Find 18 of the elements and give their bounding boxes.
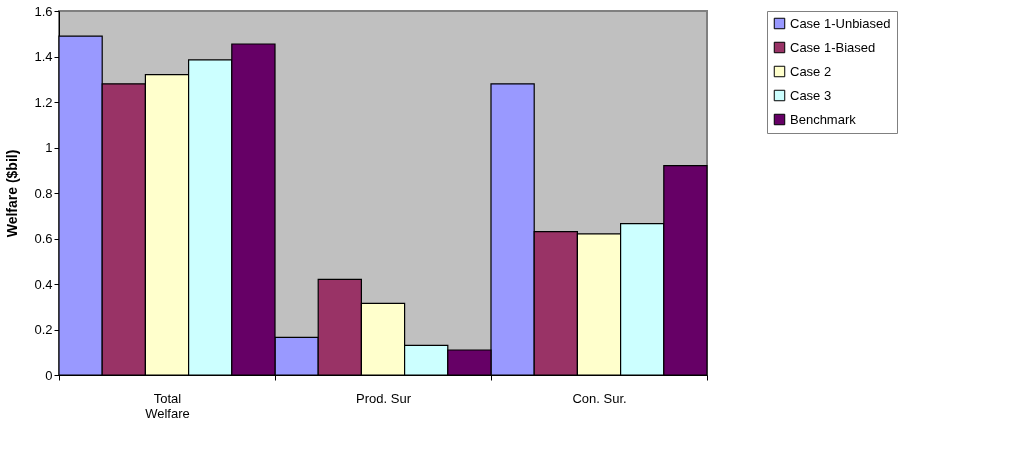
legend-label: Case 3 bbox=[790, 87, 832, 103]
x-tick-label: Con. Sur. bbox=[572, 390, 627, 406]
y-tick-label: 0.2 bbox=[34, 322, 53, 337]
y-tick-label: 0 bbox=[45, 367, 53, 383]
y-tick-label: 0.4 bbox=[34, 276, 53, 292]
y-tick-label: 1.6 bbox=[34, 3, 53, 19]
y-tick-label: 0.8 bbox=[34, 185, 53, 201]
legend-label: Benchmark bbox=[790, 111, 857, 127]
y-tick-label: 1 bbox=[45, 140, 53, 155]
y-tick-label: 1.4 bbox=[34, 49, 53, 64]
y-tick-label: 1.2 bbox=[34, 94, 53, 110]
legend-label: Case 1-Biased bbox=[790, 39, 876, 55]
x-tick-label: Total Welfare bbox=[145, 390, 190, 421]
y-axis-title: Welfare ($bil) bbox=[4, 149, 21, 238]
y-tick-label: 0.6 bbox=[34, 231, 53, 246]
legend-label: Case 2 bbox=[790, 63, 832, 79]
legend-label: Case 1-Unbiased bbox=[790, 15, 891, 31]
x-tick-label: Prod. Sur bbox=[356, 390, 412, 406]
